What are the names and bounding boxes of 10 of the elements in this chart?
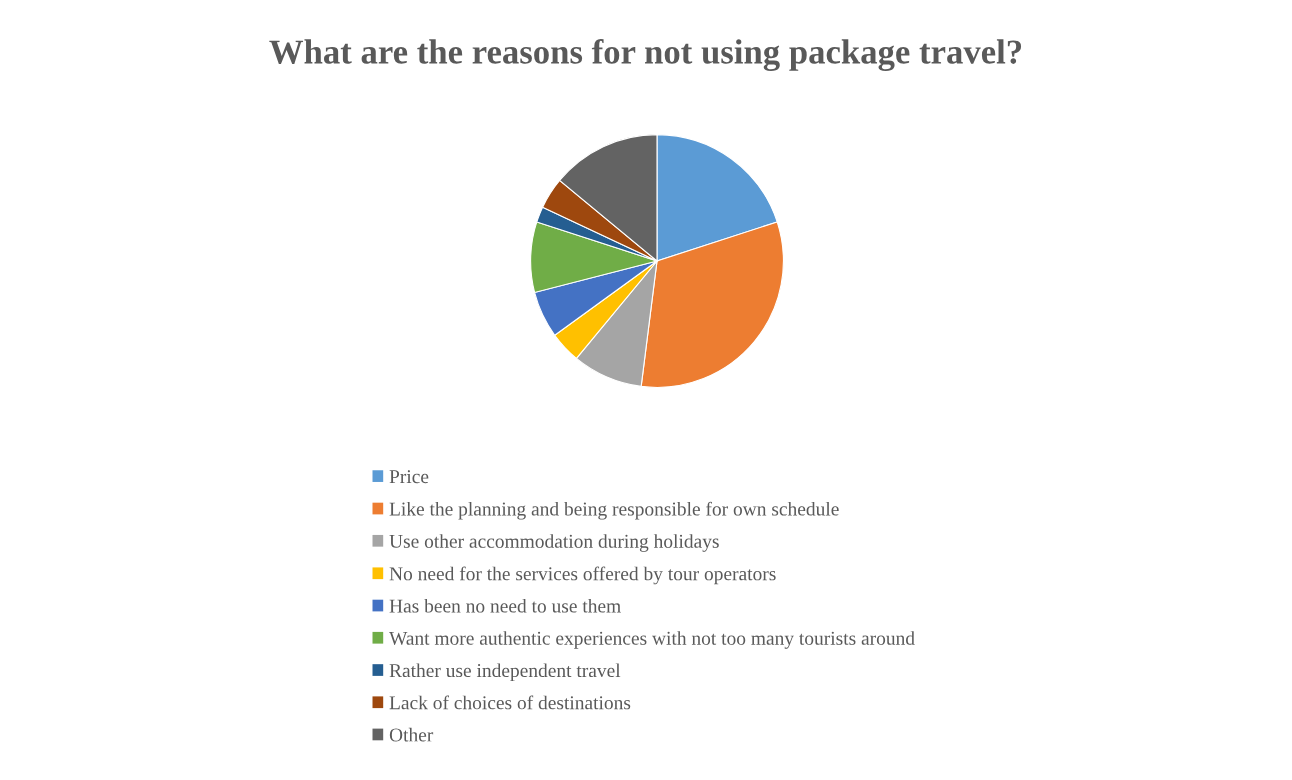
legend-label: Other bbox=[389, 727, 434, 742]
legend-label: Rather use independent travel bbox=[389, 663, 621, 682]
legend-label: Price bbox=[389, 470, 429, 484]
legend-label: Like the planning and being responsible for own schedule bbox=[389, 501, 839, 520]
legend-label: Use other accommodation during holidays bbox=[389, 534, 719, 552]
legend-label: Want more authentic experiences with not too many tourists around bbox=[389, 631, 915, 649]
legend-label: No need for the services offered by tour operators bbox=[389, 566, 776, 585]
legend-label: Lack of choices of destinations bbox=[389, 695, 631, 710]
chart-title: What are the reasons for not using package travel? bbox=[269, 38, 1022, 72]
legend-label: Has been no need to use them bbox=[389, 598, 621, 613]
